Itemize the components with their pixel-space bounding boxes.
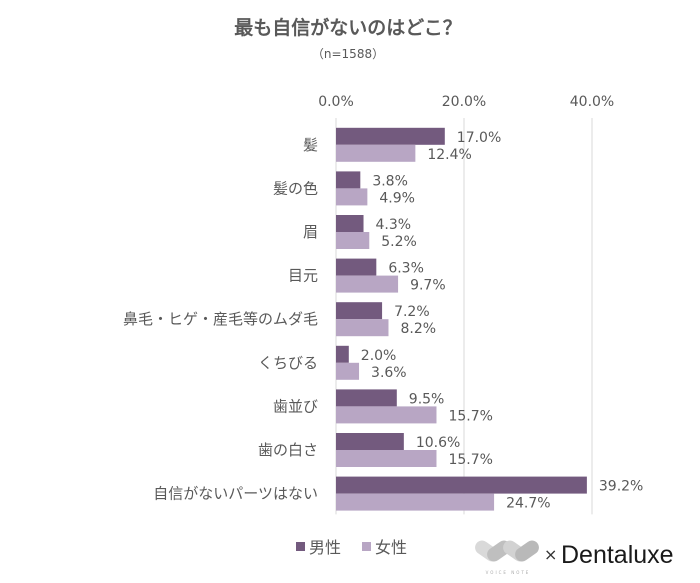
dentaluxe-logo: Dentaluxe <box>561 541 674 569</box>
data-label-female: 15.7% <box>448 452 492 468</box>
data-label-male: 2.0% <box>361 348 397 364</box>
bar-female <box>336 493 495 511</box>
category-label: 歯の白さ <box>258 441 318 459</box>
bar-female <box>336 406 437 424</box>
data-label-male: 10.6% <box>416 435 460 451</box>
category-label: 歯並び <box>273 397 318 415</box>
data-label-female: 3.6% <box>371 365 407 381</box>
data-label-male: 39.2% <box>599 479 643 495</box>
data-label-female: 12.4% <box>427 147 471 163</box>
chart-title: 最も自信がないのはどこ？ <box>234 16 461 39</box>
bar-female <box>336 188 368 206</box>
legend: 男性 女性 <box>296 538 407 557</box>
bar-female <box>336 362 360 380</box>
chart-subtitle: （n=1588） <box>312 47 384 61</box>
bar-female <box>336 319 389 337</box>
bar-female <box>336 450 437 467</box>
category-label: 鼻毛・ヒゲ・産毛等のムダ毛 <box>123 310 318 328</box>
voice-note-logo: VOICE NOTE <box>475 540 539 575</box>
category-label: 髪 <box>303 136 318 154</box>
data-label-female: 24.7% <box>506 496 550 512</box>
bar-male <box>336 345 349 363</box>
bars <box>336 127 587 511</box>
data-label-male: 9.5% <box>409 391 445 407</box>
bar-male <box>336 171 361 189</box>
bar-male <box>336 215 364 232</box>
data-label-female: 5.2% <box>381 234 417 250</box>
category-label: 眉 <box>303 223 318 241</box>
legend-label-male: 男性 <box>309 538 341 557</box>
data-label-male: 6.3% <box>388 261 424 277</box>
times-sign: × <box>544 545 557 564</box>
x-axis-ticks: 0.0% 20.0% 40.0% <box>318 94 614 110</box>
bar-female <box>336 232 370 249</box>
x-tick-label: 0.0% <box>318 94 354 110</box>
data-label-female: 15.7% <box>448 408 492 424</box>
legend-swatch-female <box>362 542 371 551</box>
bar-female <box>336 144 416 162</box>
x-tick-label: 40.0% <box>570 94 614 110</box>
data-label-female: 8.2% <box>400 321 436 337</box>
bar-female <box>336 275 399 293</box>
data-label-male: 4.3% <box>376 217 412 233</box>
bar-male <box>336 258 377 276</box>
bar-male <box>336 302 383 320</box>
data-labels: 17.0%12.4% 3.8%4.9% 4.3%5.2% 6.3%9.7% 7.2%8.… <box>361 130 644 512</box>
svg-text:VOICE NOTE: VOICE NOTE <box>486 570 531 575</box>
data-label-female: 4.9% <box>379 190 415 206</box>
bar-male <box>336 389 397 407</box>
category-label: 自信がないパーツはない <box>153 485 318 503</box>
data-label-male: 3.8% <box>372 173 408 189</box>
category-label: くちびる <box>258 354 318 372</box>
legend-swatch-male <box>296 542 305 551</box>
data-label-male: 17.0% <box>457 130 501 146</box>
category-label: 髪の色 <box>273 179 318 197</box>
x-tick-label: 20.0% <box>442 94 486 110</box>
bar-male <box>336 476 587 494</box>
bar-male <box>336 127 445 145</box>
category-label: 目元 <box>288 267 318 285</box>
legend-label-female: 女性 <box>375 538 407 557</box>
category-labels: 髪髪の色眉目元鼻毛・ヒゲ・産毛等のムダ毛くちびる歯並び歯の白さ自信がないパーツは… <box>123 136 318 503</box>
data-label-female: 9.7% <box>410 278 446 294</box>
data-label-male: 7.2% <box>394 304 430 320</box>
bar-male <box>336 433 404 450</box>
